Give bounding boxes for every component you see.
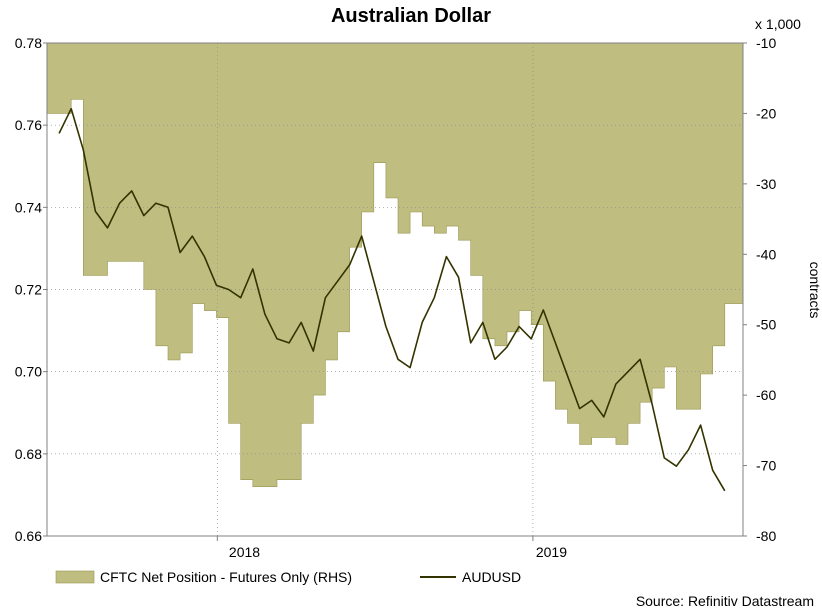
x-axis: 2018 2019 (216, 536, 567, 560)
right-tick-label: -20 (756, 105, 776, 121)
legend-label-audusd: AUDUSD (462, 569, 521, 585)
right-axis: -10 -20 -30 -40 -50 -60 -70 -80 (743, 35, 776, 544)
cftc-net-position-area (46, 42, 744, 487)
legend-label-cftc: CFTC Net Position - Futures Only (RHS) (100, 569, 352, 585)
right-tick-label: -40 (756, 246, 776, 262)
left-tick-label: 0.70 (15, 364, 42, 380)
left-tick-label: 0.72 (15, 282, 42, 298)
right-tick-label: -60 (756, 387, 776, 403)
right-tick-label: -30 (756, 176, 776, 192)
right-tick-label: -70 (756, 458, 776, 474)
audusd-line (58, 107, 726, 492)
right-tick-label: -50 (756, 317, 776, 333)
right-axis-multiplier: x 1,000 (755, 16, 801, 32)
audusd-line-layer (58, 107, 726, 492)
x-tick-label: 2018 (229, 544, 260, 560)
left-axis: 0.78 0.76 0.74 0.72 0.70 0.68 0.66 (15, 35, 47, 544)
left-tick-label: 0.78 (15, 35, 42, 51)
chart-title: Australian Dollar (331, 5, 491, 27)
cftc-area-layer (46, 42, 744, 487)
right-axis-label: contracts (807, 262, 822, 319)
source-note: Source: Refinitiv Datastream (636, 593, 814, 609)
left-tick-label: 0.66 (15, 528, 42, 544)
left-tick-label: 0.76 (15, 117, 42, 133)
legend-swatch-cftc (55, 570, 95, 584)
x-tick-label: 2019 (536, 544, 567, 560)
left-tick-label: 0.74 (15, 199, 42, 215)
left-tick-label: 0.68 (15, 446, 42, 462)
right-tick-label: -80 (756, 528, 776, 544)
legend: CFTC Net Position - Futures Only (RHS) A… (55, 569, 521, 585)
right-tick-label: -10 (756, 35, 776, 51)
